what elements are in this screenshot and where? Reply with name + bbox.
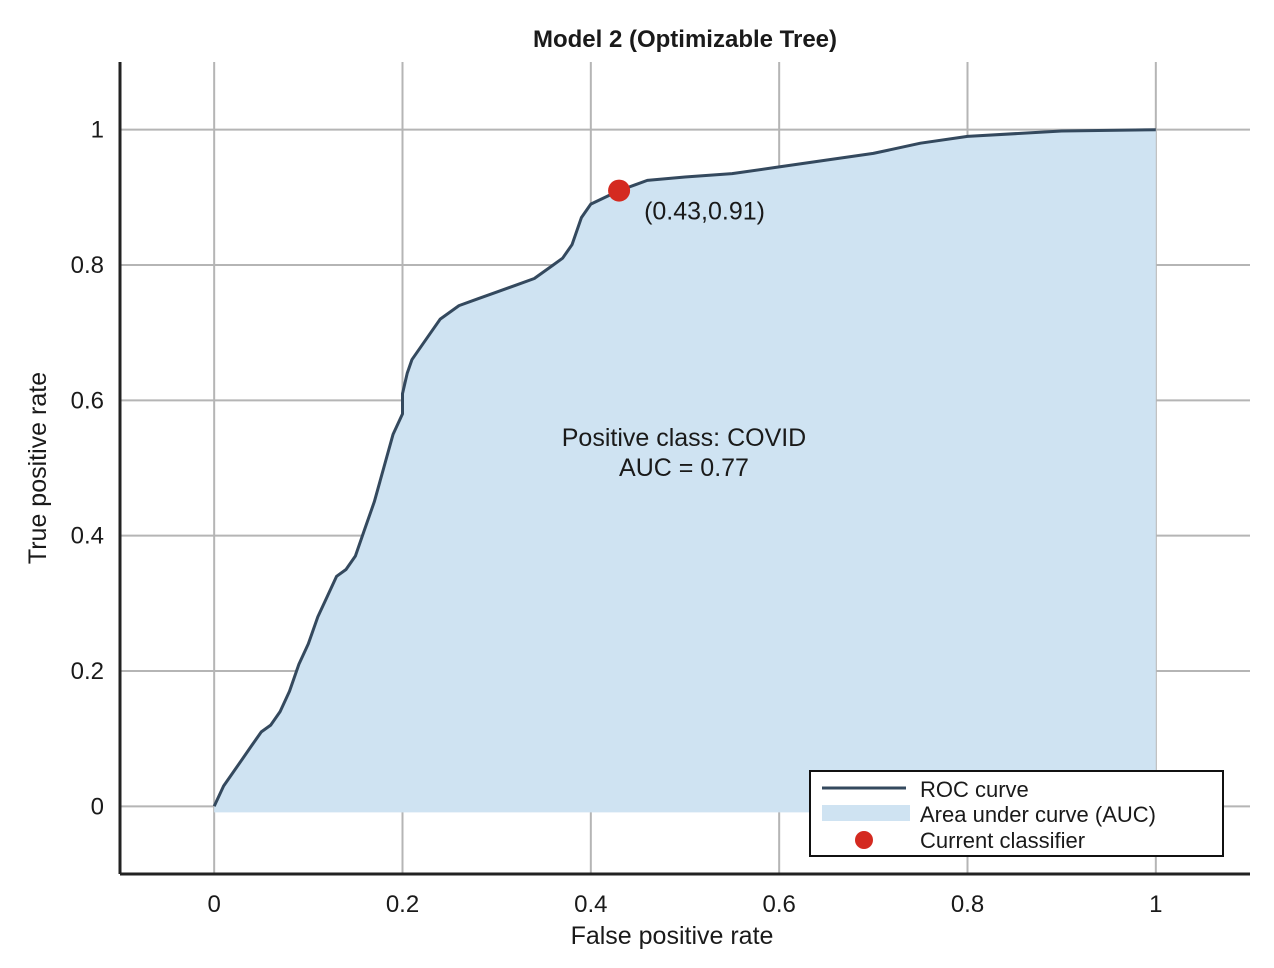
y-tick-label: 0.4 — [71, 523, 104, 550]
roc-curve-line — [212, 128, 1156, 807]
y-tick-label: 0.6 — [71, 387, 104, 414]
x-tick-label: 0.8 — [951, 891, 984, 918]
y-tick-label: 0.8 — [71, 252, 104, 279]
x-tick-label: 0.2 — [386, 891, 419, 918]
y-tick-label: 0 — [91, 793, 104, 820]
legend-label-roc: ROC curve — [920, 777, 1029, 802]
legend-label-auc: Area under curve (AUC) — [920, 802, 1156, 827]
current-classifier-point — [608, 179, 631, 202]
legend-label-classifier: Current classifier — [920, 828, 1085, 853]
annotation-auc: AUC = 0.77 — [619, 454, 749, 482]
x-axis-label: False positive rate — [571, 922, 774, 950]
x-tick-label: 0 — [207, 891, 220, 918]
legend-auc-swatch — [822, 805, 910, 821]
y-tick-label: 0.2 — [71, 658, 104, 685]
chart-title: Model 2 (Optimizable Tree) — [533, 26, 837, 53]
current-classifier-label: (0.43,0.91) — [644, 198, 765, 226]
x-tick-label: 1 — [1149, 891, 1162, 918]
legend: ROC curve Area under curve (AUC) Current… — [809, 770, 1224, 857]
axes — [118, 62, 1250, 876]
annotation-positive-class: Positive class: COVID — [562, 424, 807, 452]
y-tick-label: 1 — [91, 117, 104, 144]
legend-classifier-swatch — [855, 831, 873, 849]
auc-area — [214, 129, 1156, 813]
y-axis-label: True positive rate — [24, 372, 52, 564]
tick-labels: 0 0.2 0.4 0.6 0.8 1 0 0.2 0.4 0.6 0.8 1 — [71, 117, 1163, 918]
x-tick-label: 0.6 — [762, 891, 795, 918]
x-tick-label: 0.4 — [574, 891, 607, 918]
